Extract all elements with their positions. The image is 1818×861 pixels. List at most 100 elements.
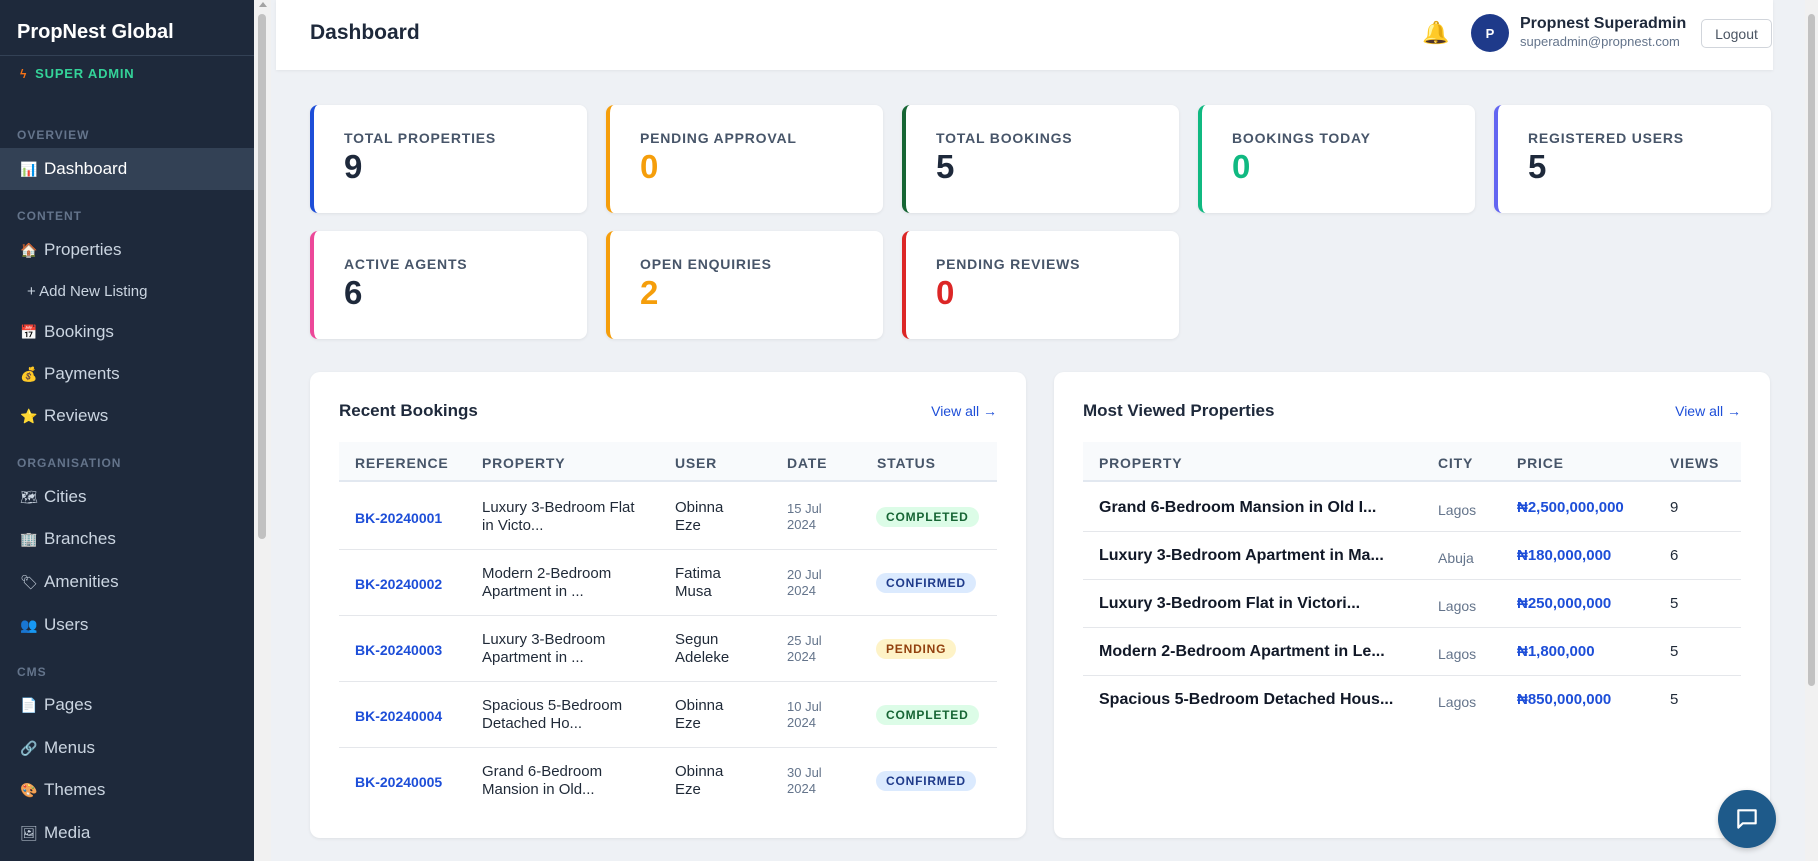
property-city: Lagos — [1438, 502, 1477, 518]
property-name[interactable]: Spacious 5-Bedroom Detached Hous... — [1099, 691, 1394, 708]
property-views: 6 — [1670, 547, 1679, 564]
table-row[interactable]: BK-20240002 Modern 2-Bedroom Apartment in… — [339, 550, 997, 616]
sidebar-item-label: Bookings — [44, 322, 114, 341]
sidebar-item-bookings[interactable]: 📅 Bookings — [0, 311, 254, 353]
stat-card-open-enquiries: OPEN ENQUIRIES 2 — [606, 231, 883, 339]
page-scrollbar[interactable] — [1805, 0, 1818, 861]
booking-reference[interactable]: BK-20240004 — [355, 708, 443, 724]
sidebar-item-reviews[interactable]: ⭐ Reviews — [0, 395, 254, 437]
booking-date: 15 Jul 2024 — [787, 501, 822, 532]
table-row[interactable]: Modern 2-Bedroom Apartment in Le... Lago… — [1083, 628, 1741, 676]
user-name: Propnest Superadmin — [1520, 15, 1687, 32]
booking-property: Luxury 3-Bedroom Apartment in ... — [482, 631, 606, 666]
column-header[interactable]: REFERENCE — [355, 455, 449, 471]
sidebar-scrollbar[interactable] — [254, 0, 271, 861]
property-price: ₦1,800,000 — [1517, 643, 1595, 660]
column-header[interactable]: PROPERTY — [482, 455, 566, 471]
brand-logo: PropNest Global — [0, 0, 254, 56]
chat-button[interactable] — [1718, 790, 1776, 848]
booking-user: Obinna Eze — [675, 499, 724, 534]
sidebar-item-label: Payments — [44, 364, 120, 383]
booking-user: Obinna Eze — [675, 763, 724, 798]
stat-value: 2 — [640, 274, 659, 311]
sidebar-item-menus[interactable]: 🔗 Menus — [0, 727, 254, 769]
column-header[interactable]: PROPERTY — [1099, 455, 1183, 471]
sidebar-item-pages[interactable]: 📄 Pages — [0, 684, 254, 726]
sidebar-item-cities[interactable]: 🗺 Cities — [0, 476, 254, 518]
table-row[interactable]: Luxury 3-Bedroom Flat in Victori... Lago… — [1083, 580, 1741, 628]
booking-user: Segun Adeleke — [675, 631, 730, 666]
logout-button[interactable]: Logout — [1701, 19, 1772, 48]
column-header[interactable]: USER — [675, 455, 718, 471]
sidebar-item-amenities[interactable]: 🏷 Amenities — [0, 561, 254, 603]
table-row[interactable]: BK-20240004 Spacious 5-Bedroom Detached H… — [339, 682, 997, 748]
stat-card-total-properties: TOTAL PROPERTIES 9 — [310, 105, 587, 213]
property-city: Abuja — [1438, 550, 1474, 566]
most-viewed-panel: Most Viewed Properties View all → PROPER… — [1054, 372, 1770, 838]
stat-card-total-bookings: TOTAL BOOKINGS 5 — [902, 105, 1179, 213]
map-icon: 🗺 — [20, 488, 38, 505]
table-row[interactable]: Luxury 3-Bedroom Apartment in Ma... Abuj… — [1083, 532, 1741, 580]
chat-bubble-icon — [1737, 809, 1757, 829]
topbar: Dashboard 🔔 P Propnest Superadmin supera… — [276, 0, 1773, 70]
column-header[interactable]: PRICE — [1517, 455, 1564, 471]
column-header[interactable]: DATE — [787, 455, 828, 471]
table-row[interactable]: BK-20240001 Luxury 3-Bedroom Flat in Vict… — [339, 484, 997, 550]
property-city: Lagos — [1438, 646, 1477, 662]
property-price: ₦2,500,000,000 — [1517, 499, 1624, 516]
sidebar-item-label: Media — [44, 823, 91, 842]
sidebar-item-payments[interactable]: 💰 Payments — [0, 353, 254, 395]
role-badge: ϟ SUPER ADMIN — [0, 56, 254, 91]
avatar[interactable]: P — [1471, 14, 1509, 52]
page-scroll-thumb[interactable] — [1808, 14, 1815, 686]
bar-chart-icon: 📊 — [20, 160, 38, 177]
booking-date: 10 Jul 2024 — [787, 699, 822, 730]
booking-reference[interactable]: BK-20240002 — [355, 576, 443, 592]
stat-card-registered-users: REGISTERED USERS 5 — [1494, 105, 1771, 213]
view-all-bookings-link[interactable]: View all → — [931, 403, 997, 419]
sidebar: PropNest Global ϟ SUPER ADMIN OVERVIEW 📊 D… — [0, 0, 254, 861]
star-icon: ⭐ — [20, 407, 38, 424]
sidebar-item-media[interactable]: 🖼 Media — [0, 812, 254, 854]
sidebar-scroll-thumb[interactable] — [258, 14, 266, 539]
palette-icon: 🎨 — [20, 781, 38, 798]
sidebar-item-users[interactable]: 👥 Users — [0, 604, 254, 646]
stat-card-bookings-today: BOOKINGS TODAY 0 — [1198, 105, 1475, 213]
property-views: 5 — [1670, 643, 1679, 660]
table-row[interactable]: BK-20240003 Luxury 3-Bedroom Apartment in… — [339, 616, 997, 682]
section-content: CONTENT — [17, 209, 82, 223]
table-row[interactable]: Spacious 5-Bedroom Detached Hous... Lago… — [1083, 676, 1741, 724]
scroll-up-arrow[interactable] — [259, 2, 267, 7]
booking-property: Spacious 5-Bedroom Detached Ho... — [482, 697, 623, 732]
stat-label: OPEN ENQUIRIES — [640, 256, 772, 272]
bell-icon[interactable]: 🔔 — [1422, 20, 1450, 45]
sidebar-item-add-listing[interactable]: + Add New Listing — [27, 282, 148, 300]
property-city: Lagos — [1438, 598, 1477, 614]
stat-label: PENDING REVIEWS — [936, 256, 1081, 272]
column-header[interactable]: CITY — [1438, 455, 1474, 471]
sidebar-item-branches[interactable]: 🏢 Branches — [0, 518, 254, 560]
property-name[interactable]: Modern 2-Bedroom Apartment in Le... — [1099, 643, 1385, 660]
property-name[interactable]: Luxury 3-Bedroom Apartment in Ma... — [1099, 547, 1384, 564]
stat-value: 0 — [640, 148, 659, 185]
booking-date: 20 Jul 2024 — [787, 567, 822, 598]
stat-label: PENDING APPROVAL — [640, 130, 797, 146]
sidebar-item-label: Branches — [44, 529, 116, 548]
sidebar-item-label: Cities — [44, 487, 87, 506]
calendar-icon: 📅 — [20, 323, 38, 340]
booking-reference[interactable]: BK-20240005 — [355, 774, 443, 790]
sidebar-item-properties[interactable]: 🏠 Properties — [0, 229, 254, 271]
stat-card-pending-approval: PENDING APPROVAL 0 — [606, 105, 883, 213]
sidebar-item-themes[interactable]: 🎨 Themes — [0, 769, 254, 811]
table-header: REFERENCE PROPERTY USER DATE STATUS — [339, 442, 997, 482]
property-name[interactable]: Luxury 3-Bedroom Flat in Victori... — [1099, 595, 1361, 612]
property-name[interactable]: Grand 6-Bedroom Mansion in Old I... — [1099, 499, 1377, 516]
column-header[interactable]: STATUS — [877, 455, 936, 471]
booking-reference[interactable]: BK-20240001 — [355, 510, 443, 526]
table-row[interactable]: Grand 6-Bedroom Mansion in Old I... Lago… — [1083, 484, 1741, 532]
column-header[interactable]: VIEWS — [1670, 455, 1720, 471]
view-all-properties-link[interactable]: View all → — [1675, 403, 1741, 419]
table-row[interactable]: BK-20240005 Grand 6-Bedroom Mansion in Ol… — [339, 748, 997, 814]
sidebar-item-dashboard[interactable]: 📊 Dashboard — [0, 148, 254, 190]
booking-reference[interactable]: BK-20240003 — [355, 642, 443, 658]
